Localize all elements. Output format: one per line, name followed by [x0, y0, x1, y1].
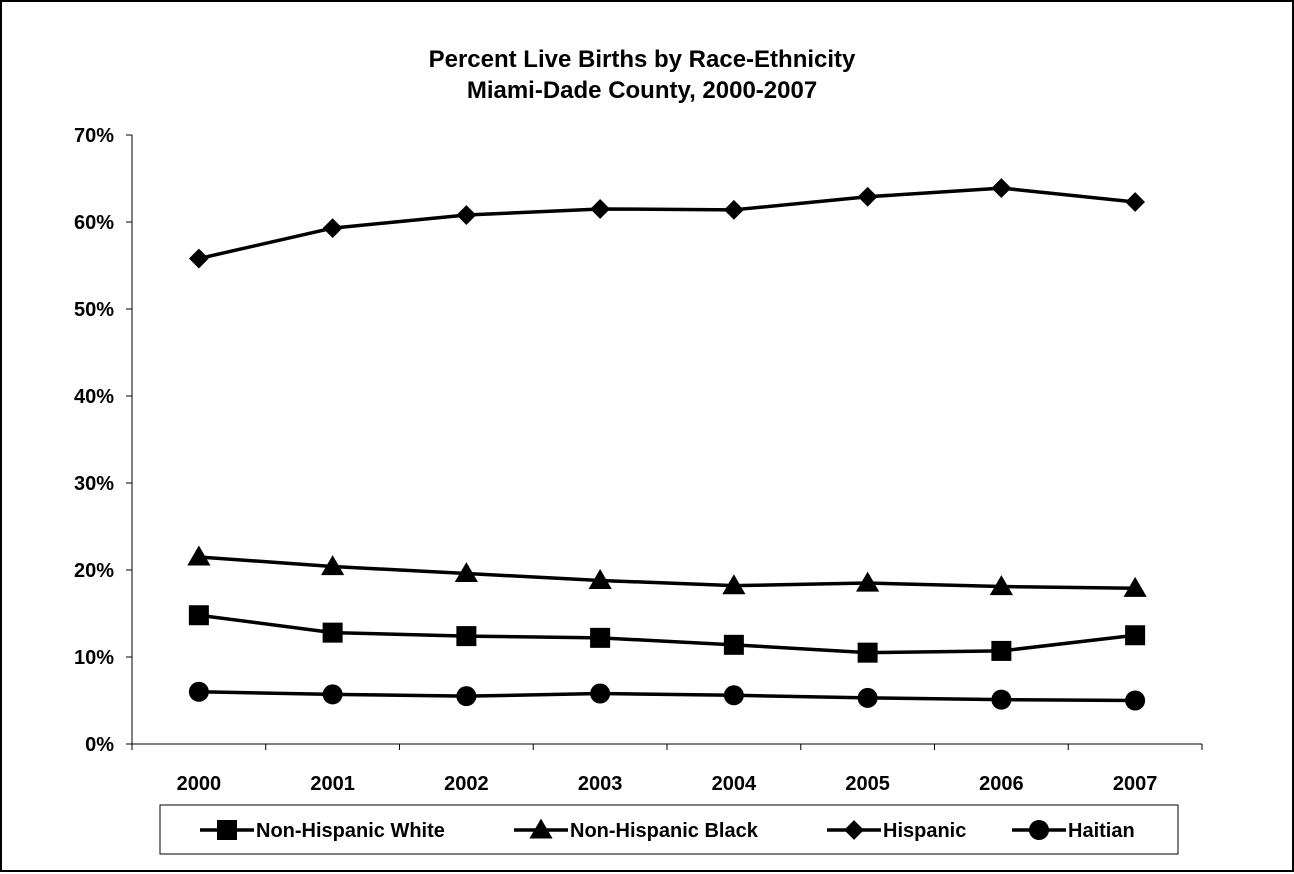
data-point-haitian: [322, 684, 343, 705]
legend-box: [159, 804, 1179, 855]
series-layer: [187, 178, 1147, 711]
data-point-non-hispanic-black: [1123, 576, 1147, 597]
series-non-hispanic-white: [188, 605, 1146, 663]
data-point-non-hispanic-white: [723, 634, 744, 655]
data-point-non-hispanic-black: [722, 574, 746, 595]
data-point-non-hispanic-black: [321, 555, 345, 576]
data-point-haitian: [857, 687, 878, 708]
legend-marker: [217, 820, 237, 840]
x-tick-label: 2000: [177, 773, 222, 795]
x-tick-label: 2001: [310, 773, 355, 795]
x-axis-ticks: 2000 2001 2002 2003 2004 2005 2006 2007: [131, 744, 1203, 795]
data-point-hispanic: [322, 218, 343, 238]
data-point-non-hispanic-white: [590, 627, 611, 648]
y-tick-label: 40%: [74, 386, 114, 408]
data-point-haitian: [991, 689, 1012, 710]
y-tick-label: 50%: [74, 299, 114, 321]
legend-entry-non-hispanic-black: Non-Hispanic Black: [514, 818, 759, 842]
plot-axes: [131, 135, 1202, 745]
series-line-hispanic: [198, 186, 1136, 261]
data-point-non-hispanic-black: [588, 569, 612, 589]
legend-marker: [1029, 820, 1049, 840]
data-point-non-hispanic-white: [188, 605, 209, 626]
legend-marker: [529, 818, 553, 839]
x-tick-label: 2004: [712, 773, 757, 795]
legend-entry-hispanic: Hispanic: [827, 820, 966, 842]
data-point-haitian: [723, 685, 744, 706]
y-tick-label: 30%: [74, 473, 114, 495]
y-tick-label: 20%: [74, 560, 114, 582]
chart-subtitle: Miami-Dade County, 2000-2007: [467, 77, 817, 104]
legend-label: Non-Hispanic White: [256, 820, 445, 842]
data-point-non-hispanic-black: [856, 571, 880, 592]
data-point-haitian: [188, 681, 209, 702]
data-point-non-hispanic-white: [1125, 625, 1146, 646]
y-tick-label: 60%: [74, 212, 114, 234]
data-point-hispanic: [991, 178, 1012, 198]
series-haitian: [188, 681, 1146, 711]
x-tick-label: 2003: [578, 773, 623, 795]
x-tick-label: 2006: [979, 773, 1024, 795]
data-point-non-hispanic-black: [989, 575, 1013, 596]
x-tick-label: 2007: [1113, 773, 1158, 795]
data-point-non-hispanic-white: [322, 622, 343, 643]
data-point-non-hispanic-black: [187, 545, 211, 566]
data-point-hispanic: [1125, 192, 1146, 212]
legend: Non-Hispanic White Non-Hispanic Black Hisp…: [159, 804, 1179, 855]
x-tick-label: 2002: [444, 773, 489, 795]
chart-title: Percent Live Births by Race-Ethnicity: [429, 46, 856, 73]
data-point-non-hispanic-white: [857, 642, 878, 663]
data-point-hispanic: [188, 248, 209, 269]
x-tick-label: 2005: [845, 773, 890, 795]
data-point-haitian: [590, 683, 611, 704]
data-point-hispanic: [723, 199, 744, 220]
y-tick-label: 70%: [74, 125, 114, 147]
data-point-haitian: [456, 686, 477, 707]
series-non-hispanic-black: [187, 545, 1147, 597]
data-point-non-hispanic-white: [456, 626, 477, 647]
y-tick-label: 10%: [74, 647, 114, 669]
data-point-non-hispanic-white: [991, 640, 1012, 661]
data-point-non-hispanic-black: [454, 562, 478, 583]
data-point-hispanic: [456, 205, 477, 225]
series-hispanic: [188, 178, 1146, 269]
data-point-hispanic: [590, 199, 611, 219]
legend-label: Non-Hispanic Black: [570, 820, 759, 842]
y-axis-ticks: 0% 10% 20% 30% 40% 50% 60% 70%: [74, 125, 132, 756]
legend-label: Hispanic: [883, 820, 966, 842]
series-line-haitian: [198, 690, 1136, 703]
legend-entry-haitian: Haitian: [1012, 820, 1135, 842]
series-line-non-hispanic-black: [198, 555, 1136, 591]
data-point-haitian: [1125, 690, 1146, 711]
data-point-hispanic: [857, 186, 878, 207]
y-tick-label: 0%: [85, 734, 114, 756]
legend-marker: [844, 820, 864, 840]
series-line-non-hispanic-white: [198, 613, 1136, 655]
legend-entry-non-hispanic-white: Non-Hispanic White: [200, 820, 445, 842]
legend-label: Haitian: [1068, 820, 1135, 842]
